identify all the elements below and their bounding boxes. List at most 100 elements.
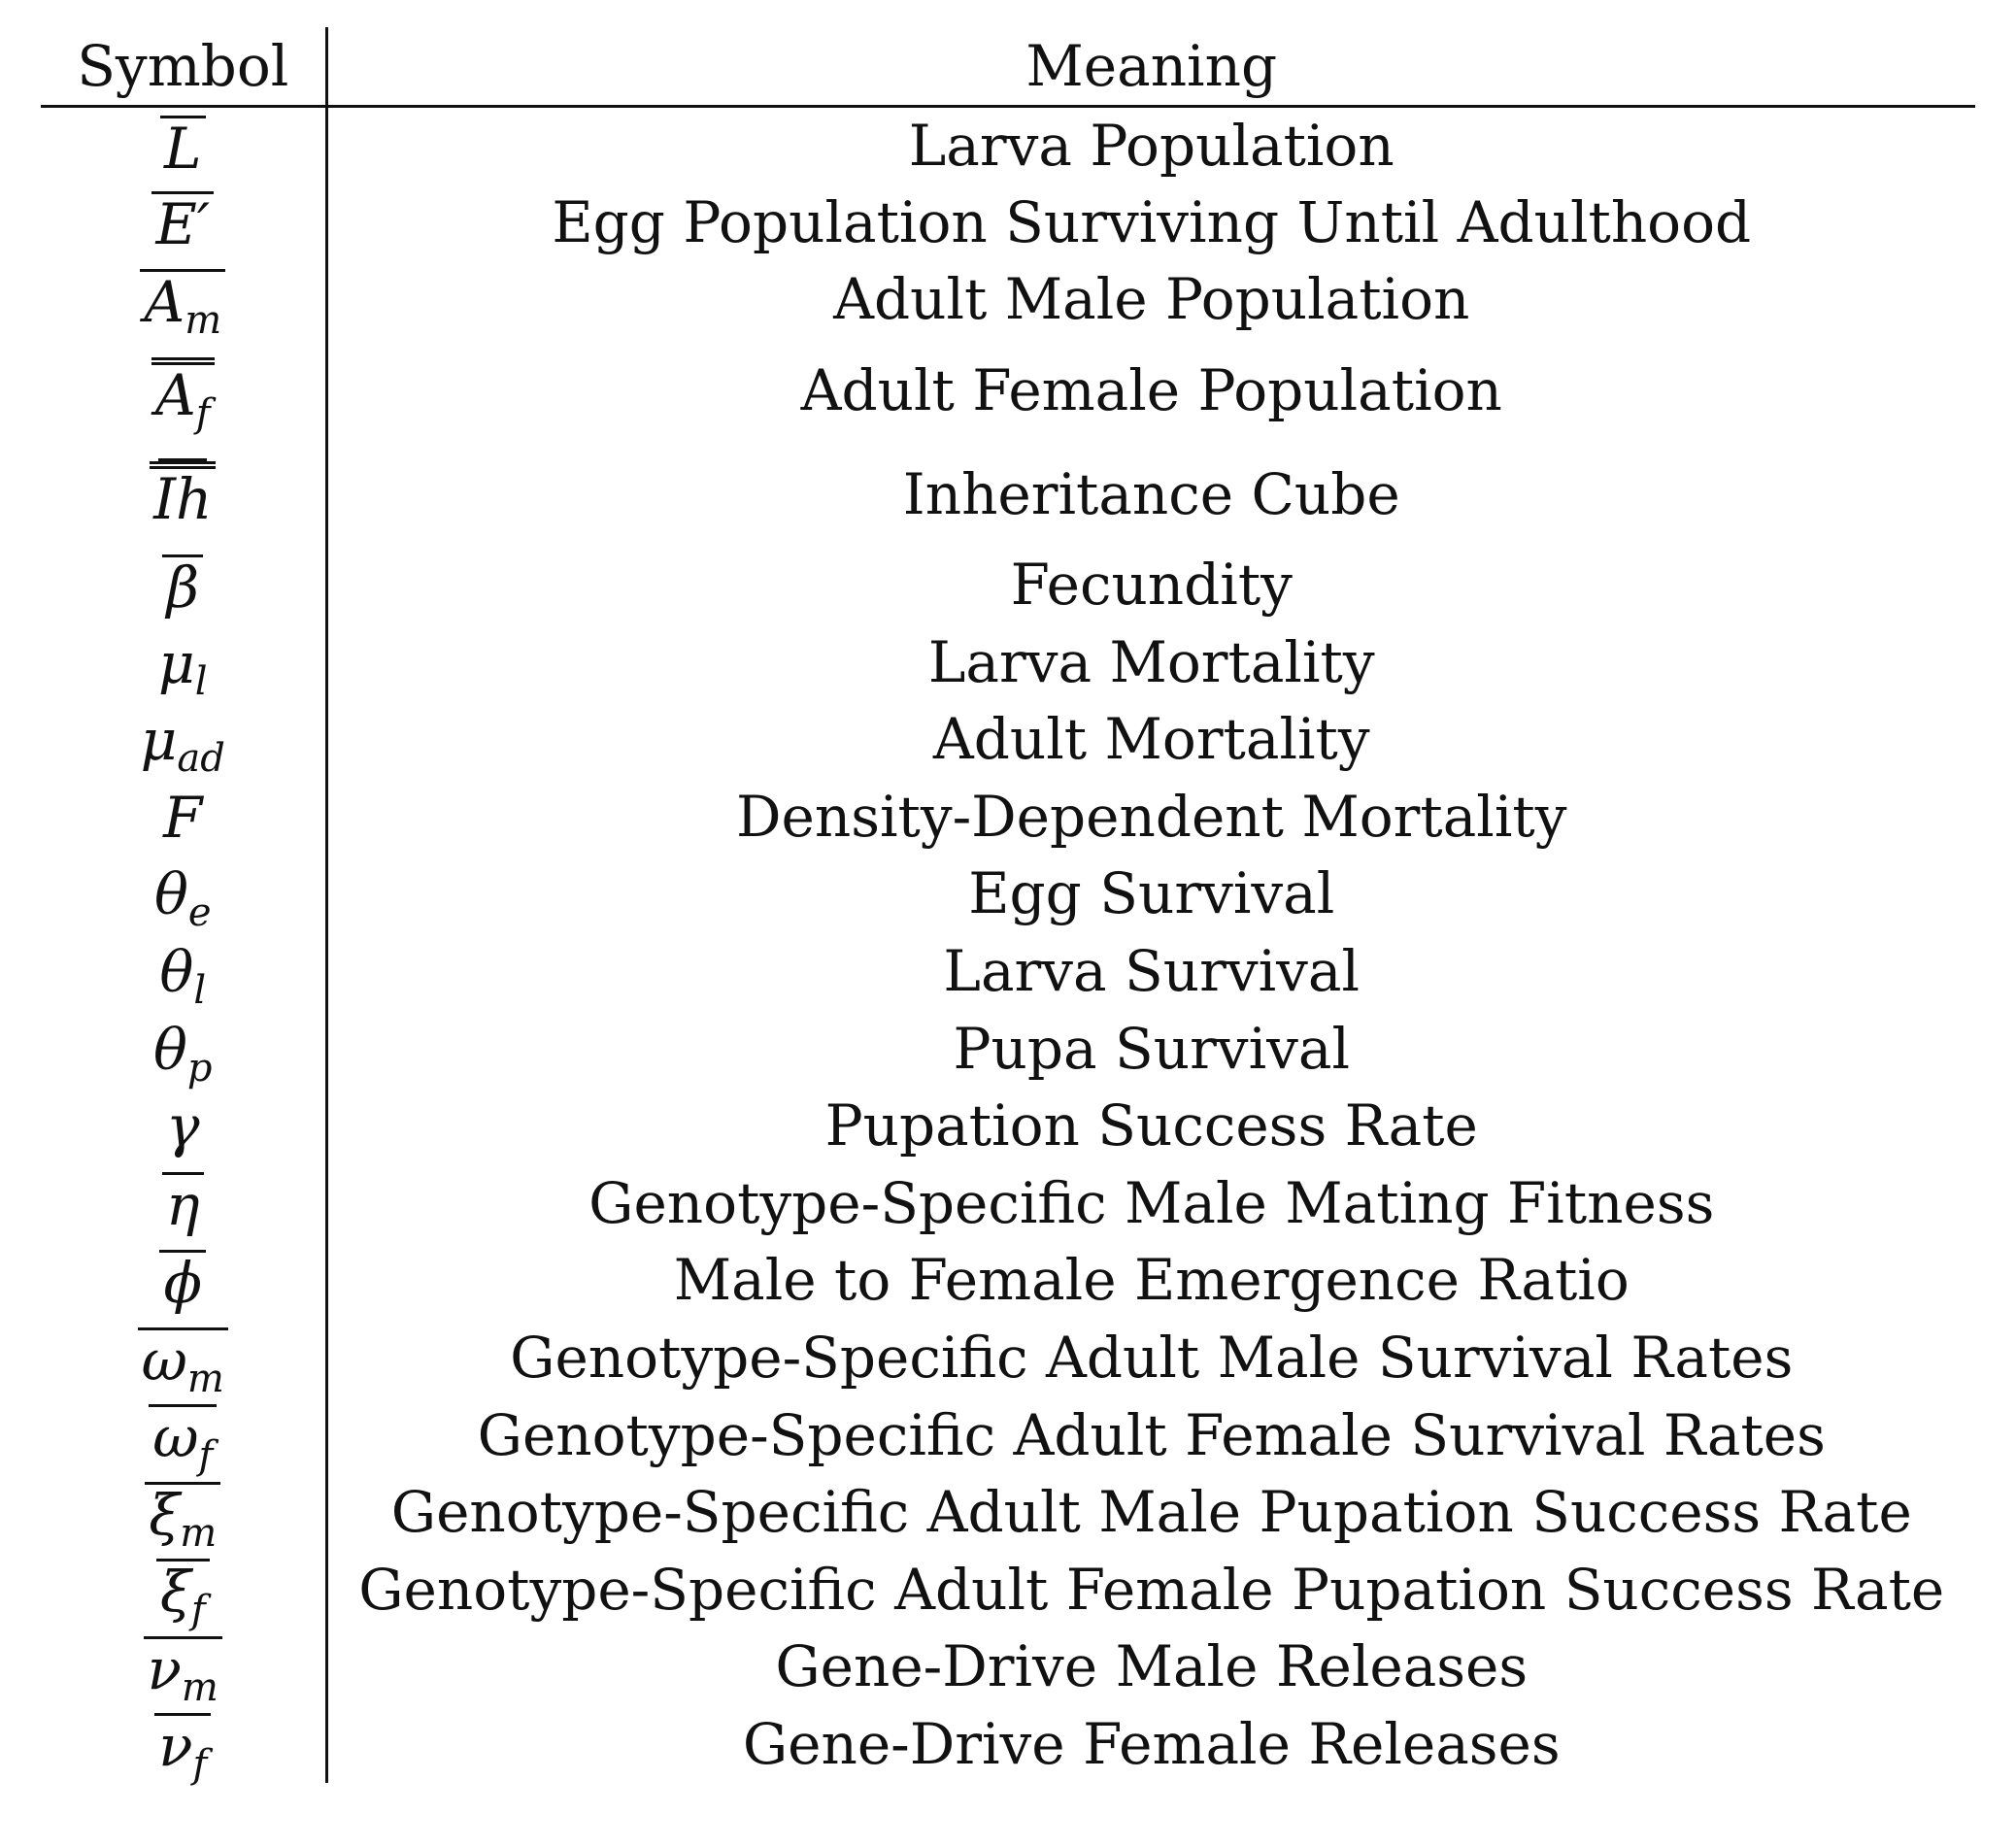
symbol-base: γ xyxy=(165,1093,200,1160)
meaning-cell: Fecundity xyxy=(1010,552,1293,619)
symbol-with-bar: ξf xyxy=(155,1559,210,1629)
table-row: ξf Genotype-Specific Adult Female Pupatio… xyxy=(41,1551,1975,1629)
table-row: F Density-Dependent Mortality xyxy=(41,778,1975,856)
meaning-cell: Pupation Success Rate xyxy=(824,1092,1478,1159)
table-header: Symbol Meaning xyxy=(41,27,1975,108)
symbol-cell: νf xyxy=(41,1705,328,1784)
symbol-base: A xyxy=(154,361,196,428)
table-row: μl Larva Mortality xyxy=(41,622,1975,701)
symbol-base: μ xyxy=(158,629,195,696)
symbol-base: μ xyxy=(140,707,178,774)
symbol-cell: Am xyxy=(41,260,328,340)
math-symbol: ϕ xyxy=(159,1249,207,1311)
symbol-subscript: f xyxy=(192,1742,208,1788)
symbol-subscript: f xyxy=(190,1588,206,1633)
meaning-cell: Adult Mortality xyxy=(932,706,1370,773)
symbol-with-bar: E′ xyxy=(151,191,214,252)
meaning-cell: Adult Female Population xyxy=(800,356,1502,423)
header-row: Symbol Meaning xyxy=(41,27,1975,108)
symbol-base: A xyxy=(144,268,185,335)
header-meaning: Meaning xyxy=(326,27,1975,108)
meaning-cell: Egg Population Surviving Until Adulthood xyxy=(552,188,1752,255)
math-symbol: ξf xyxy=(155,1559,210,1629)
symbol-with-bar: ωf xyxy=(149,1404,218,1475)
symbol-cell: L xyxy=(41,106,328,185)
symbol-cell: θl xyxy=(41,932,328,1010)
symbol-base: F xyxy=(163,784,203,851)
math-symbol: ωm xyxy=(137,1326,228,1398)
symbol-base: θ xyxy=(153,861,188,928)
symbol-with-bar: νm xyxy=(143,1635,222,1707)
meaning-cell: Genotype-Specific Adult Female Pupation … xyxy=(358,1556,1945,1623)
symbol-cell: ϕ xyxy=(41,1241,328,1320)
symbol-cell: ωf xyxy=(41,1395,328,1475)
symbol-base: ω xyxy=(152,1404,199,1471)
symbol-with-bar: μl xyxy=(154,633,212,701)
table-row: β Fecundity xyxy=(41,546,1975,623)
math-symbol: μl xyxy=(154,633,212,701)
symbol-subscript: m xyxy=(181,1664,218,1710)
symbol-base: ν xyxy=(147,1635,182,1702)
meaning-cell: Larva Survival xyxy=(943,938,1361,1005)
symbol-subscript: ad xyxy=(177,736,225,782)
symbol-base: ω xyxy=(141,1326,187,1394)
math-symbol: θp xyxy=(150,1020,217,1088)
table-row: Am Adult Male Population xyxy=(41,260,1975,340)
symbol-cell: ωm xyxy=(41,1319,328,1398)
meaning-cell: Genotype-Specific Adult Male Survival Ra… xyxy=(510,1325,1794,1392)
meaning-cell: Adult Male Population xyxy=(833,266,1470,333)
meaning-cell: Pupa Survival xyxy=(953,1015,1351,1082)
symbol-base: ϕ xyxy=(163,1249,203,1316)
meaning-cell: Male to Female Emergence Ratio xyxy=(673,1247,1630,1314)
meaning-cell: Genotype-Specific Adult Female Survival … xyxy=(477,1401,1826,1468)
symbol-base: Ih xyxy=(153,465,213,532)
math-symbol: F xyxy=(159,788,206,846)
symbol-cell: E′ xyxy=(41,184,328,261)
meaning-cell: Gene-Drive Male Releases xyxy=(775,1633,1529,1700)
symbol-subscript: f xyxy=(198,1433,214,1479)
math-symbol: Af xyxy=(151,356,215,433)
symbol-base: η xyxy=(165,1172,200,1239)
table-row: L Larva Population xyxy=(41,106,1975,185)
symbol-subscript: e xyxy=(187,890,212,936)
symbol-with-bar: γ xyxy=(162,1096,204,1155)
symbol-cell: η xyxy=(41,1164,328,1242)
symbol-subscript: m xyxy=(180,1510,218,1556)
math-symbol: ξm xyxy=(145,1481,221,1553)
table-row: ωf Genotype-Specific Adult Female Surviva… xyxy=(41,1395,1975,1475)
symbol-cell: νm xyxy=(41,1628,328,1707)
symbol-with-bar: Af xyxy=(151,356,215,433)
symbol-with-bar: F xyxy=(159,788,206,846)
symbol-with-bar: β xyxy=(162,554,204,616)
symbol-with-bar: Ih xyxy=(150,460,217,527)
symbol-cell: F xyxy=(41,778,328,856)
math-symbol: Ih xyxy=(150,460,217,527)
table-row: η Genotype-Specific Male Mating Fitness xyxy=(41,1164,1975,1242)
symbol-cell: Ih xyxy=(41,442,328,547)
symbol-with-bar: η xyxy=(161,1172,204,1233)
symbol-with-bar: θl xyxy=(155,942,210,1010)
table-row: νm Gene-Drive Male Releases xyxy=(41,1628,1975,1707)
meaning-cell: Larva Population xyxy=(908,113,1394,180)
symbol-base: E′ xyxy=(155,191,210,258)
symbol-with-bar: ξm xyxy=(145,1481,221,1553)
symbol-base: L xyxy=(163,115,202,182)
table-row: νf Gene-Drive Female Releases xyxy=(41,1705,1975,1784)
symbol-with-bar: ωm xyxy=(137,1326,228,1398)
symbol-with-bar: θp xyxy=(150,1020,217,1088)
symbol-cell: θe xyxy=(41,855,328,932)
table-row: Af Adult Female Population xyxy=(41,338,1975,443)
table-row: θp Pupa Survival xyxy=(41,1009,1975,1088)
symbol-with-bar: ϕ xyxy=(159,1249,207,1311)
symbol-base: β xyxy=(166,554,200,621)
math-symbol: β xyxy=(162,554,204,616)
math-symbol: θe xyxy=(151,864,216,932)
symbol-base: ξ xyxy=(159,1559,191,1626)
symbol-subscript: l xyxy=(194,658,208,704)
symbol-cell: μad xyxy=(41,700,328,782)
math-symbol: E′ xyxy=(151,191,214,252)
symbol-subscript: l xyxy=(193,968,207,1014)
symbol-cell: μl xyxy=(41,622,328,701)
symbol-subscript: f xyxy=(195,390,211,436)
symbol-subscript: p xyxy=(186,1045,213,1091)
